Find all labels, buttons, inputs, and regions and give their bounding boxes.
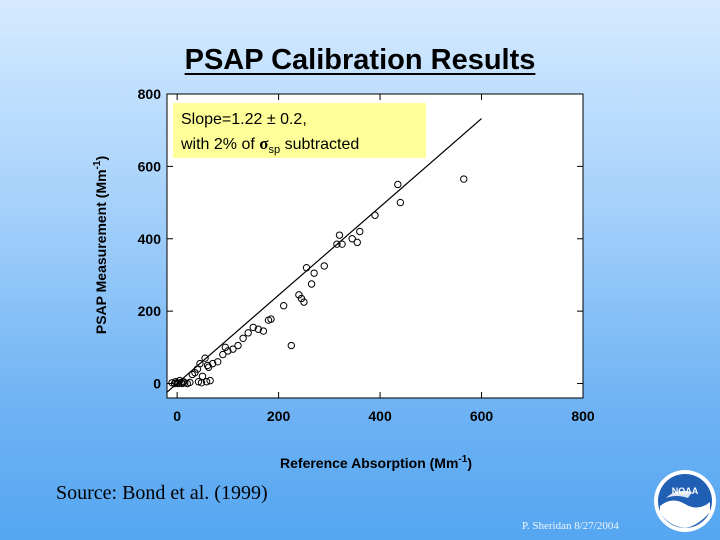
data-point [201, 354, 209, 362]
x-tick-label: 0 [173, 408, 181, 424]
data-point [206, 376, 214, 385]
x-tick-label: 400 [368, 408, 392, 424]
annotation-line-2: with 2% of σsp subtracted [180, 134, 359, 156]
source-citation: Source: Bond et al. (1999) [56, 482, 268, 504]
data-point [203, 361, 212, 370]
footer-credit: P. Sheridan 8/27/2004 [522, 520, 619, 532]
x-axis-label: Reference Absorption (Mm-1) [280, 454, 472, 471]
annotation-line-1: Slope=1.22 ± 0.2, [181, 111, 307, 128]
data-point [229, 345, 237, 353]
data-point [249, 323, 257, 332]
data-point [333, 240, 341, 248]
noaa-logo-icon: NOAA [654, 470, 716, 532]
data-point [307, 280, 316, 288]
y-tick-label: 200 [138, 303, 162, 319]
x-tick-label: 600 [470, 408, 494, 424]
y-axis-label: PSAP Measurement (Mm-1) [92, 156, 109, 334]
data-point [196, 359, 204, 368]
data-point [239, 334, 247, 342]
data-point [244, 329, 252, 337]
x-tick-label: 200 [267, 408, 291, 424]
data-point [338, 240, 346, 248]
data-point [300, 298, 308, 306]
y-tick-label: 400 [138, 231, 162, 247]
slide-title: PSAP Calibration Results [184, 44, 536, 76]
data-point [224, 347, 232, 355]
fit-line [166, 118, 482, 393]
data-point [202, 378, 211, 386]
data-point [194, 378, 203, 386]
data-point [335, 231, 344, 239]
data-point [204, 363, 213, 371]
data-point [259, 327, 268, 335]
data-point [353, 238, 361, 247]
data-point [396, 198, 405, 207]
data-point [267, 315, 275, 323]
data-point [219, 350, 227, 359]
data-point [254, 325, 263, 333]
data-point [208, 359, 217, 368]
data-point [371, 211, 379, 219]
svg-text:NOAA: NOAA [672, 486, 699, 496]
data-point [186, 378, 194, 387]
data-points [168, 175, 468, 388]
data-point [310, 269, 318, 277]
data-point [320, 262, 328, 270]
data-point [394, 180, 402, 189]
y-tick-label: 0 [153, 376, 161, 392]
data-point [234, 341, 242, 350]
data-point [460, 175, 468, 183]
data-point [348, 235, 356, 243]
axis-ticks [167, 93, 584, 398]
data-point [214, 358, 222, 366]
data-point [279, 302, 288, 310]
data-point [287, 341, 295, 350]
y-tick-label: 800 [138, 86, 162, 102]
x-tick-label: 800 [571, 408, 595, 424]
annotation-box [173, 103, 426, 158]
data-point [302, 264, 311, 272]
y-tick-label: 600 [138, 158, 162, 174]
axis-tick-labels: 0 200 400 600 800 0 200 400 600 800 [138, 86, 595, 424]
data-point [356, 227, 364, 236]
data-point [198, 372, 207, 380]
